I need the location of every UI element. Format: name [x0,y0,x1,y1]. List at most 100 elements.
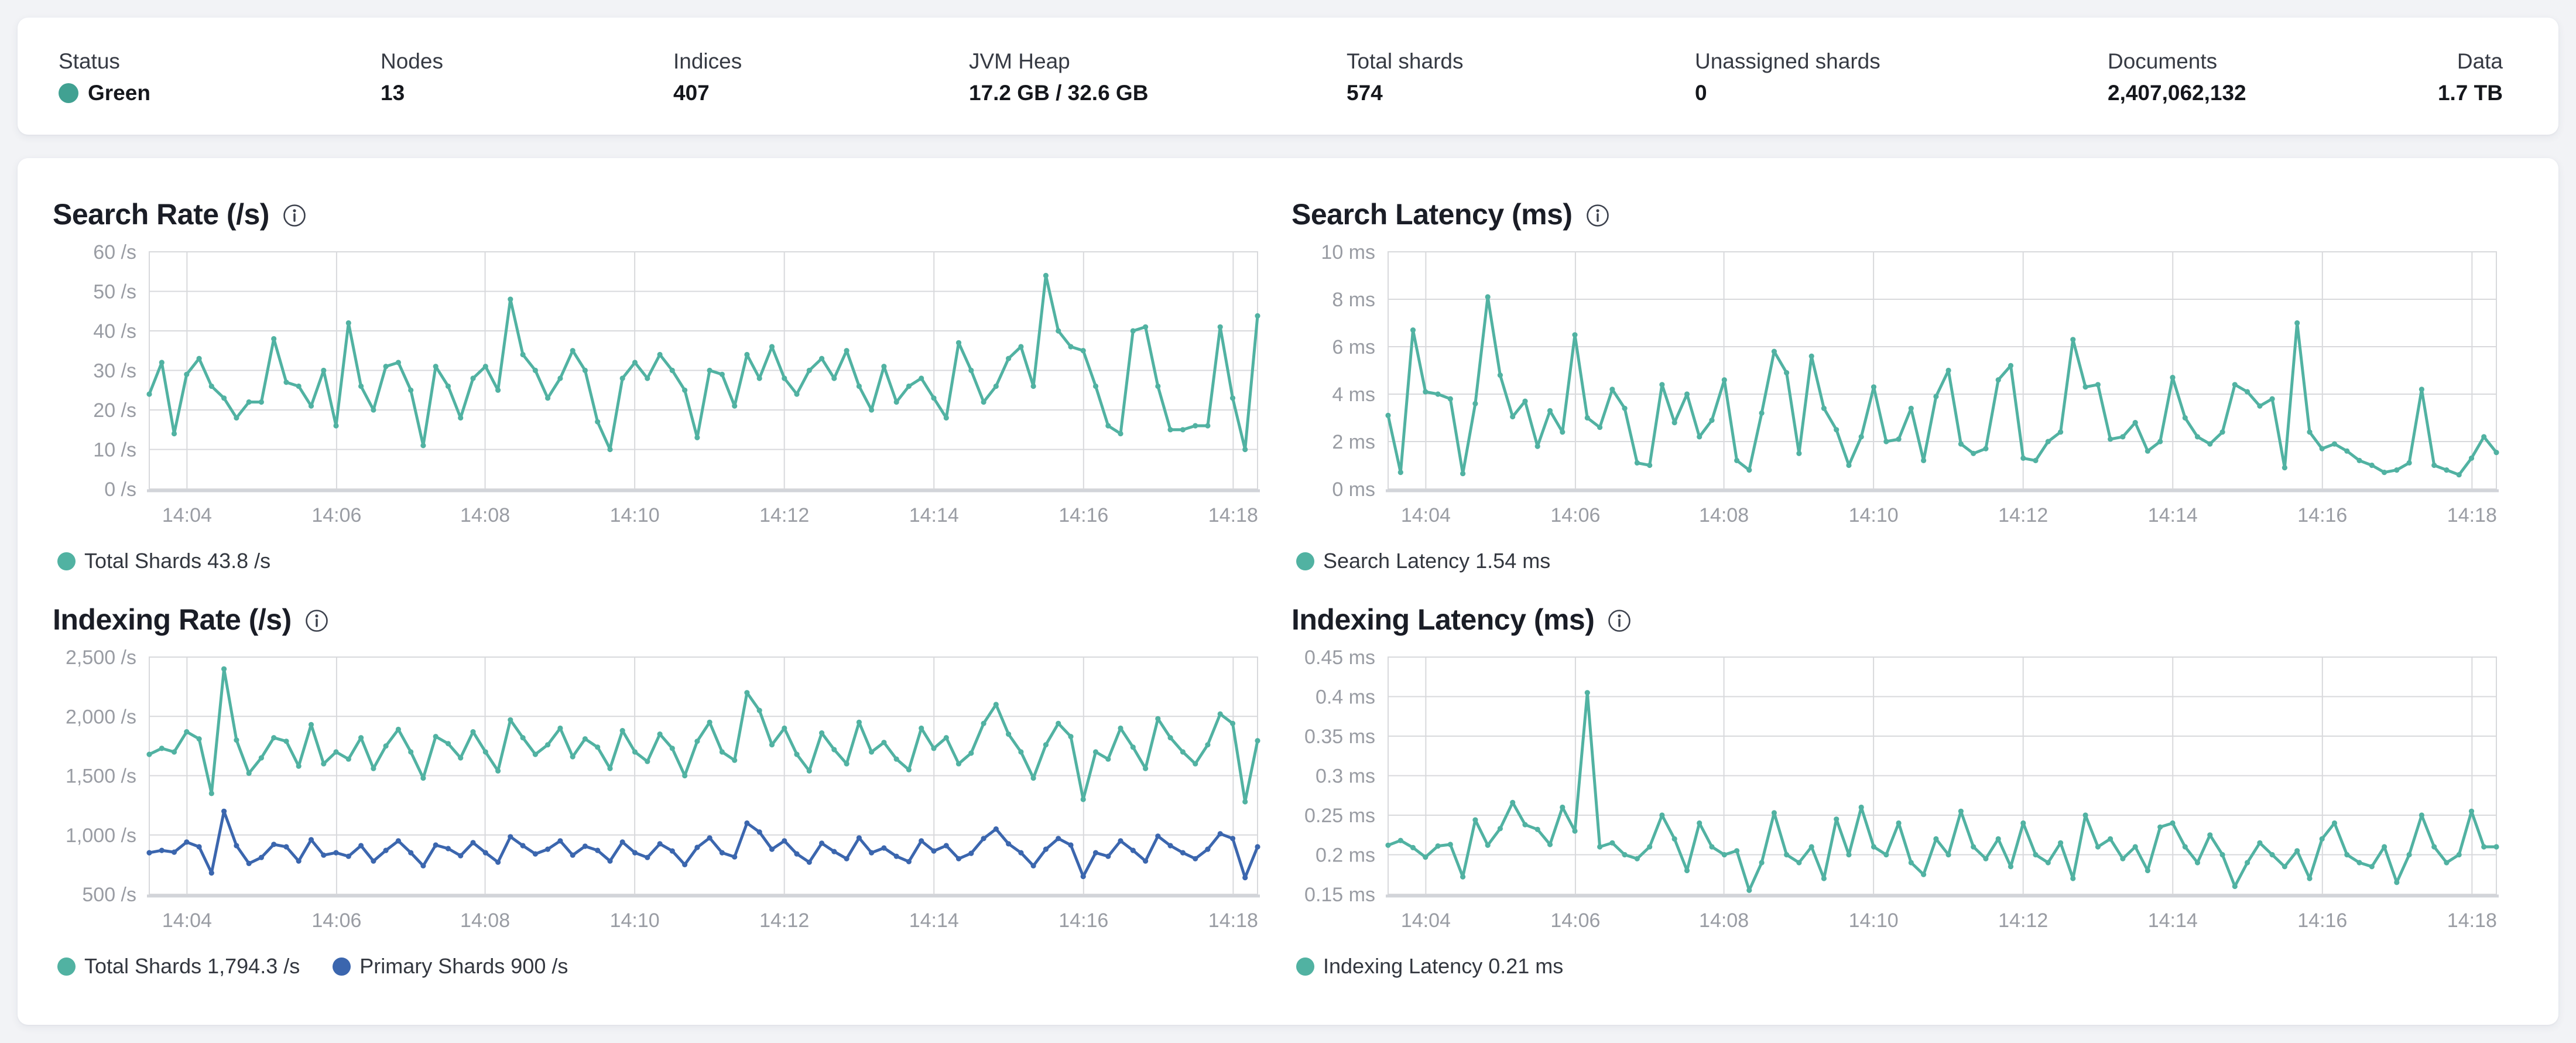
indexing-rate-chart-legend-item[interactable]: Primary Shards 900 /s [333,954,568,979]
legend-dot-icon [57,957,76,976]
svg-text:14:18: 14:18 [1208,504,1258,526]
stat-total-shards-label: Total shards [1347,49,1464,73]
svg-text:14:14: 14:14 [909,909,959,932]
stat-unassigned-shards: Unassigned shards 0 [1695,48,1880,107]
stat-total-shards-value: 574 [1347,81,1383,105]
svg-text:500 /s: 500 /s [82,884,136,906]
stat-documents-label: Documents [2108,49,2218,73]
svg-text:60 /s: 60 /s [93,244,136,264]
svg-text:14:16: 14:16 [1059,504,1108,526]
svg-text:14:16: 14:16 [2297,504,2347,526]
svg-text:14:14: 14:14 [909,504,959,526]
svg-text:2 ms: 2 ms [1332,431,1375,453]
svg-text:14:16: 14:16 [2297,909,2347,932]
svg-text:40 /s: 40 /s [93,320,136,343]
indexing-rate-chart: Indexing Rate (/s) 500 /s 1,000 /s 1,500 /… [53,599,1265,979]
svg-text:14:18: 14:18 [2447,909,2497,932]
indexing-latency-chart: Indexing Latency (ms) 0.15 ms 0.2 ms 0.25 … [1292,599,2503,979]
stat-status: Status Green [59,48,150,107]
metrics-panel: Search Rate (/s) 0 /s 10 /s 20 /s 30 /s 40 /… [18,158,2558,1025]
search-latency-chart-legend-item[interactable]: Search Latency 1.54 ms [1296,549,1550,573]
search-rate-title: Search Rate (/s) [53,198,269,231]
svg-text:14:10: 14:10 [610,504,660,526]
search-latency-title: Search Latency (ms) [1292,198,1573,231]
stat-documents: Documents 2,407,062,132 [2108,48,2246,107]
svg-text:14:06: 14:06 [311,909,361,932]
svg-text:14:18: 14:18 [2447,504,2497,526]
stat-jvm-heap-label: JVM Heap [969,49,1070,73]
svg-text:14:04: 14:04 [1401,909,1451,932]
svg-text:0.2 ms: 0.2 ms [1316,844,1375,867]
cluster-summary-bar: Status Green Nodes 13 Indices 407 JVM He… [18,18,2558,135]
svg-text:14:04: 14:04 [162,909,212,932]
svg-text:14:08: 14:08 [1699,504,1749,526]
info-icon[interactable] [304,608,329,633]
search-latency-plot-area[interactable]: 0 ms 2 ms 4 ms 6 ms 8 ms 10 ms 14:04 14:06 14:08… [1292,241,2503,539]
info-icon[interactable] [1607,608,1632,633]
svg-text:14:12: 14:12 [1998,504,2048,526]
svg-text:14:10: 14:10 [610,909,660,932]
legend-label: Primary Shards 900 /s [359,954,568,978]
stat-documents-value: 2,407,062,132 [2108,81,2246,105]
stat-indices-label: Indices [673,49,742,73]
svg-text:0.4 ms: 0.4 ms [1316,686,1375,709]
indexing-latency-title: Indexing Latency (ms) [1292,603,1595,636]
legend-dot-icon [333,957,351,976]
svg-text:10 /s: 10 /s [93,439,136,461]
svg-text:30 /s: 30 /s [93,360,136,382]
svg-text:50 /s: 50 /s [93,281,136,303]
svg-text:14:14: 14:14 [2148,504,2198,526]
svg-text:0.15 ms: 0.15 ms [1304,884,1375,906]
svg-text:20 /s: 20 /s [93,399,136,422]
search-rate-chart: Search Rate (/s) 0 /s 10 /s 20 /s 30 /s 40 /… [53,193,1265,573]
stat-jvm-heap: JVM Heap 17.2 GB / 32.6 GB [969,48,1148,107]
svg-text:0.45 ms: 0.45 ms [1304,649,1375,669]
svg-text:2,000 /s: 2,000 /s [66,706,136,728]
svg-text:0.35 ms: 0.35 ms [1304,726,1375,748]
search-rate-legend: Total Shards 43.8 /s [53,549,1265,573]
svg-text:1,000 /s: 1,000 /s [66,825,136,847]
indexing-latency-plot-area[interactable]: 0.15 ms 0.2 ms 0.25 ms 0.3 ms 0.35 ms 0.4 ms 0… [1292,647,2503,945]
search-latency-legend: Search Latency 1.54 ms [1292,549,2503,573]
search-rate-chart-legend-item[interactable]: Total Shards 43.8 /s [57,549,270,573]
stat-nodes-label: Nodes [381,49,443,73]
svg-text:10 ms: 10 ms [1321,244,1375,264]
legend-dot-icon [1296,552,1314,570]
legend-label: Search Latency 1.54 ms [1323,549,1551,573]
svg-text:0 ms: 0 ms [1332,478,1375,501]
stat-status-value: Green [88,81,150,105]
svg-text:14:08: 14:08 [460,504,510,526]
stat-unassigned-shards-label: Unassigned shards [1695,49,1880,73]
stat-nodes: Nodes 13 [381,48,443,107]
svg-text:14:08: 14:08 [460,909,510,932]
stat-indices-value: 407 [673,81,710,105]
svg-text:0.3 ms: 0.3 ms [1316,765,1375,788]
legend-label: Indexing Latency 0.21 ms [1323,954,1564,978]
stat-data-size-value: 1.7 TB [2437,81,2503,105]
indexing-rate-plot-area[interactable]: 500 /s 1,000 /s 1,500 /s 2,000 /s 2,500 /s 14… [53,647,1265,945]
search-rate-plot-area[interactable]: 0 /s 10 /s 20 /s 30 /s 40 /s 50 /s 60 /s 14:04 1… [53,241,1265,539]
info-icon[interactable] [1585,203,1610,228]
indexing-latency-legend: Indexing Latency 0.21 ms [1292,954,2503,979]
svg-text:8 ms: 8 ms [1332,289,1375,311]
stat-indices: Indices 407 [673,48,742,107]
svg-text:14:12: 14:12 [759,909,809,932]
status-health-dot-icon [59,83,78,103]
svg-text:6 ms: 6 ms [1332,336,1375,358]
stat-jvm-heap-value: 17.2 GB / 32.6 GB [969,81,1149,105]
svg-text:14:14: 14:14 [2148,909,2198,932]
legend-dot-icon [1296,957,1314,976]
search-latency-chart: Search Latency (ms) 0 ms 2 ms 4 ms 6 ms 8 ms… [1292,193,2503,573]
svg-text:14:06: 14:06 [1550,909,1600,932]
svg-text:14:18: 14:18 [1208,909,1258,932]
indexing-rate-title: Indexing Rate (/s) [53,603,292,636]
stat-data-size-label: Data [2457,49,2503,73]
indexing-rate-chart-legend-item[interactable]: Total Shards 1,794.3 /s [57,954,300,979]
indexing-latency-chart-legend-item[interactable]: Indexing Latency 0.21 ms [1296,954,1563,979]
stat-unassigned-shards-value: 0 [1695,81,1707,105]
svg-text:4 ms: 4 ms [1332,384,1375,406]
svg-text:14:04: 14:04 [162,504,212,526]
svg-text:14:04: 14:04 [1401,504,1451,526]
info-icon[interactable] [282,203,307,228]
stat-data-size: Data 1.7 TB [2438,48,2503,107]
